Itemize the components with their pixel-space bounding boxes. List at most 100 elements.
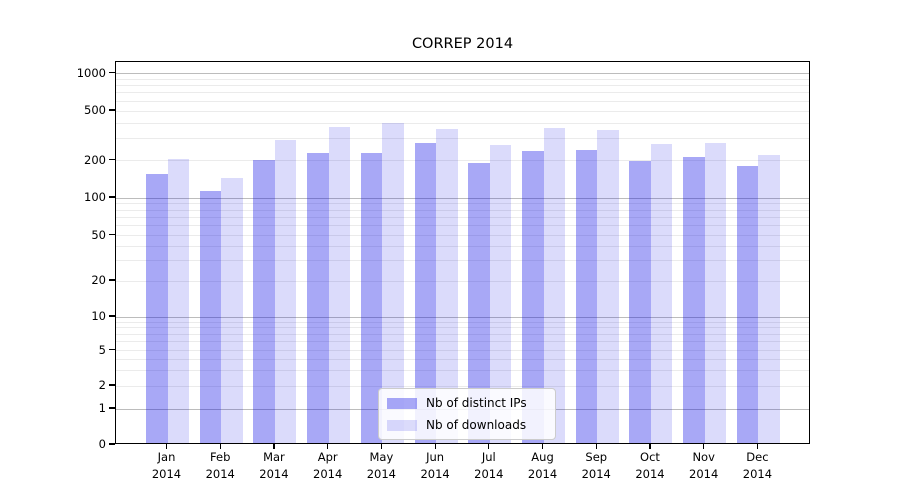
bar-distinct-ips-oct [629,161,651,443]
x-tick-year: 2014 [635,466,665,481]
bar-downloads-apr [328,126,351,443]
bar-downloads-may [382,123,404,443]
x-tick-mark [273,444,275,449]
y-tick-label: 10 [91,309,106,323]
x-tick-year: 2014 [581,466,611,481]
minor-gridline [116,333,809,335]
bar-distinct-ips-feb [199,190,222,443]
x-tick-year: 2014 [420,466,450,481]
bar-distinct-ips-apr [307,153,329,443]
x-tick-mark [165,444,168,449]
x-tick-label: Jun 2014 [403,449,467,482]
x-tick-label: Dec 2014 [725,449,789,482]
bar-downloads-jan [167,158,189,443]
bar-downloads-aug [543,127,566,443]
x-tick-label: Aug 2014 [511,449,575,482]
x-tick-month: Sep [585,450,608,464]
bar-downloads-jul [489,145,512,443]
y-tick-mark [109,196,115,198]
bar-distinct-ips-nov [683,157,705,443]
x-tick-label: Apr 2014 [296,449,360,482]
y-tick-label: 1000 [76,65,106,80]
major-gridline [116,197,809,199]
x-tick-month: Dec [746,450,769,464]
x-tick-mark [380,444,382,449]
x-tick-month: May [369,450,394,464]
legend-label-distinct-ips: Nb of distinct IPs [426,396,527,410]
minor-gridline [116,138,809,140]
minor-gridline [116,92,809,94]
minor-gridline [116,260,809,262]
x-tick-year: 2014 [689,466,719,481]
x-tick-label: Oct 2014 [618,449,682,482]
bar-downloads-feb [221,177,243,443]
y-tick-mark [109,443,115,445]
minor-gridline [116,235,809,236]
x-tick-year: 2014 [313,466,343,481]
bar-distinct-ips-jan [146,174,168,443]
x-tick-month: Jul [481,450,496,464]
x-tick-mark [649,444,651,449]
bar-downloads-mar [274,140,297,443]
minor-gridline [116,358,809,360]
minor-gridline [116,100,809,102]
bar-distinct-ips-may [360,153,383,443]
minor-gridline [116,110,809,112]
y-tick-mark [109,315,115,317]
minor-gridline [116,246,809,248]
bar-distinct-ips-aug [522,150,544,443]
y-tick-mark [109,348,115,351]
x-tick-year: 2014 [527,466,558,481]
x-tick-label: Feb 2014 [188,449,252,482]
minor-gridline [116,225,809,227]
x-tick-mark [327,444,329,449]
minor-gridline [116,280,809,282]
x-tick-year: 2014 [259,466,289,481]
x-tick-label: Mar 2014 [242,449,306,482]
x-tick-year: 2014 [742,466,773,481]
y-tick-label: 200 [84,152,106,167]
minor-gridline [116,369,809,371]
y-tick-label: 50 [91,227,106,242]
minor-gridline [116,321,809,323]
y-tick-mark [109,384,115,386]
minor-gridline [116,203,809,205]
minor-gridline [116,160,809,161]
minor-gridline [116,209,809,211]
y-tick-label: 0 [98,437,106,451]
x-tick-mark [756,444,758,449]
x-tick-label: Jan 2014 [135,449,199,482]
y-tick-label: 500 [84,103,106,117]
x-tick-month: Aug [531,450,554,464]
plot-area [115,61,810,444]
x-tick-month: Feb [210,450,231,464]
major-gridline [116,316,809,318]
y-tick-mark [109,407,115,409]
y-tick-mark [109,158,115,161]
bar-distinct-ips-dec [736,165,759,443]
x-tick-month: Apr [317,450,338,464]
x-tick-mark [595,444,597,449]
y-tick-label: 20 [91,273,106,287]
y-tick-mark [109,279,115,281]
y-tick-label: 5 [98,342,106,357]
legend-entry-downloads: Nb of downloads [387,418,545,432]
chart-title: CORREP 2014 [411,36,514,52]
bar-downloads-oct [650,144,673,443]
x-tick-mark [488,444,490,449]
bar-downloads-nov [704,143,727,443]
x-tick-year: 2014 [366,466,397,481]
x-tick-label: Jul 2014 [457,449,521,482]
minor-gridline [116,350,809,351]
x-tick-mark [219,444,221,449]
x-tick-mark [541,444,544,449]
y-tick-mark [109,109,115,111]
x-tick-month: Nov [692,450,715,464]
x-tick-year: 2014 [151,466,182,481]
bar-downloads-jun [436,129,458,443]
x-tick-label: May 2014 [349,449,413,482]
minor-gridline [116,78,809,80]
x-tick-label: Nov 2014 [672,449,736,482]
bar-downloads-dec [758,154,780,443]
